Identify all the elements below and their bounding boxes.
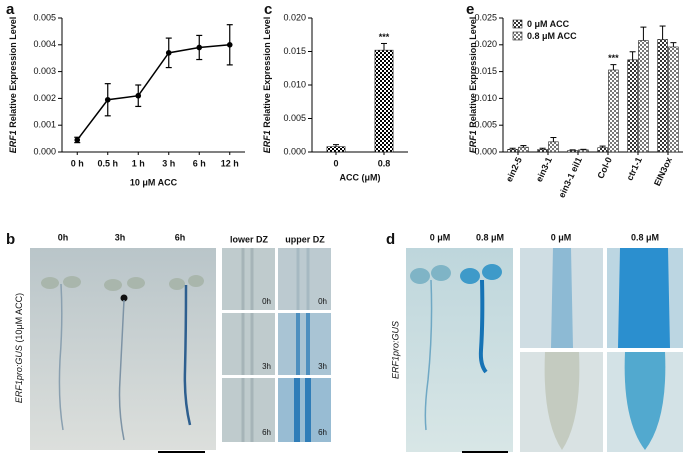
bar xyxy=(518,146,529,153)
annotation: *** xyxy=(608,53,619,63)
x-tick-label: ein3-1 eil1 xyxy=(557,156,584,200)
y-tick-label: 0.000 xyxy=(283,146,306,156)
bar xyxy=(597,147,608,153)
x-tick-label: 0.8 xyxy=(378,158,391,168)
panel-d-ylabel: ERF1pro:GUS xyxy=(390,321,400,379)
column-label: 0.8 μM xyxy=(631,232,659,242)
y-tick-label: 0.015 xyxy=(283,46,306,56)
point xyxy=(226,42,233,48)
inset-label: 0h xyxy=(318,297,327,306)
inset-label: 6h xyxy=(262,428,271,437)
ylabel-text: Relative Expression Level xyxy=(262,17,272,128)
bar xyxy=(548,141,559,153)
ylabel-text: Relative Expression Level xyxy=(8,17,18,128)
x-tick-label: ein3-1 xyxy=(534,156,554,184)
legend-label: 0 μM ACC xyxy=(527,19,570,29)
legend-swatch xyxy=(512,31,523,41)
y-tick-label: 0.005 xyxy=(474,120,497,130)
y-tick-label: 0.015 xyxy=(474,66,497,76)
panel-b-ylabel: ERF1pro:GUS (10μM ACC) xyxy=(14,293,24,403)
x-axis-label: 10 μM ACC xyxy=(130,177,178,187)
y-axis-label: ERF1 Relative Expression Level xyxy=(262,17,272,154)
column-label: 6h xyxy=(175,232,186,242)
panel-letter: c xyxy=(264,1,272,18)
y-tick-label: 0.005 xyxy=(283,113,306,123)
point xyxy=(135,92,142,99)
x-tick-label: 0.5 h xyxy=(97,158,118,168)
ylabel-gene: ERF1 xyxy=(262,130,272,153)
bar xyxy=(638,40,649,153)
panel-letter: b xyxy=(6,231,15,248)
x-tick-label: 0 h xyxy=(71,158,84,168)
bar xyxy=(668,46,679,153)
column-label: 0.8 μM xyxy=(476,232,504,242)
column-label: 3h xyxy=(115,232,126,242)
line xyxy=(76,44,230,141)
y-tick-label: 0.004 xyxy=(33,39,56,49)
y-tick-label: 0.020 xyxy=(283,12,306,22)
zone-label: lower DZ xyxy=(230,234,269,244)
point xyxy=(74,137,81,143)
x-tick-label: EIN3ox xyxy=(652,156,674,188)
x-tick-label: 12 h xyxy=(221,158,239,168)
column-label: 0 μM xyxy=(551,232,572,242)
column-label: 0h xyxy=(58,232,69,242)
inset-label: 3h xyxy=(262,362,271,371)
y-tick-label: 0.003 xyxy=(33,66,56,76)
photo-zoom-d xyxy=(520,248,683,452)
panel-letter: d xyxy=(386,231,395,248)
y-axis-label: ERF1 Relative Expression Level xyxy=(8,17,18,154)
ylabel-gene: ERF1 xyxy=(8,130,18,153)
photo-seedlings-d xyxy=(406,248,513,453)
y-tick-label: 0.005 xyxy=(33,12,56,22)
y-axis-label: ERF1 Relative Expression Level xyxy=(468,17,478,154)
y-tick-label: 0.001 xyxy=(33,120,56,130)
inset-label: 0h xyxy=(262,297,271,306)
panel-letter: e xyxy=(466,1,474,18)
point xyxy=(104,96,111,103)
x-tick-label: ein2-5 xyxy=(504,156,524,184)
y-tick-label: 0.000 xyxy=(33,146,56,156)
bar xyxy=(374,49,394,153)
ylabel-gene: ERF1pro:GUS xyxy=(14,345,24,403)
bar xyxy=(567,150,578,153)
bar xyxy=(507,149,518,153)
x-tick-label: 0 xyxy=(333,158,338,168)
column-label: 0 μM xyxy=(430,232,451,242)
photo-insets-b xyxy=(222,248,331,442)
bar xyxy=(326,146,346,153)
photo-seedlings-b xyxy=(30,248,216,453)
point xyxy=(196,44,203,51)
x-tick-label: 6 h xyxy=(193,158,206,168)
legend-label: 0.8 μM ACC xyxy=(527,31,577,41)
panel-letter: a xyxy=(6,1,15,18)
x-tick-label: Col-0 xyxy=(595,156,614,181)
legend-swatch xyxy=(512,19,523,29)
y-tick-label: 0.010 xyxy=(474,93,497,103)
y-tick-label: 0.000 xyxy=(474,146,497,156)
y-tick-label: 0.010 xyxy=(283,79,306,89)
zone-label: upper DZ xyxy=(285,234,325,244)
annotation: *** xyxy=(379,32,390,42)
y-tick-label: 0.002 xyxy=(33,93,56,103)
point xyxy=(165,50,172,56)
y-tick-label: 0.020 xyxy=(474,39,497,49)
x-tick-label: 3 h xyxy=(162,158,175,168)
bar xyxy=(657,39,668,153)
ylabel-gene: ERF1 xyxy=(468,130,478,153)
inset-label: 6h xyxy=(318,428,327,437)
inset-label: 3h xyxy=(318,362,327,371)
ylabel-text: Relative Expression Level xyxy=(468,17,478,128)
bar xyxy=(537,149,548,153)
x-tick-label: ctr1-1 xyxy=(625,156,644,182)
x-tick-label: 1 h xyxy=(132,158,145,168)
bar xyxy=(627,59,638,153)
x-axis-label: ACC (μM) xyxy=(340,172,381,182)
bar xyxy=(578,149,589,153)
ylabel-treatment: (10μM ACC) xyxy=(14,293,24,343)
bar xyxy=(608,69,619,153)
y-tick-label: 0.025 xyxy=(474,12,497,22)
